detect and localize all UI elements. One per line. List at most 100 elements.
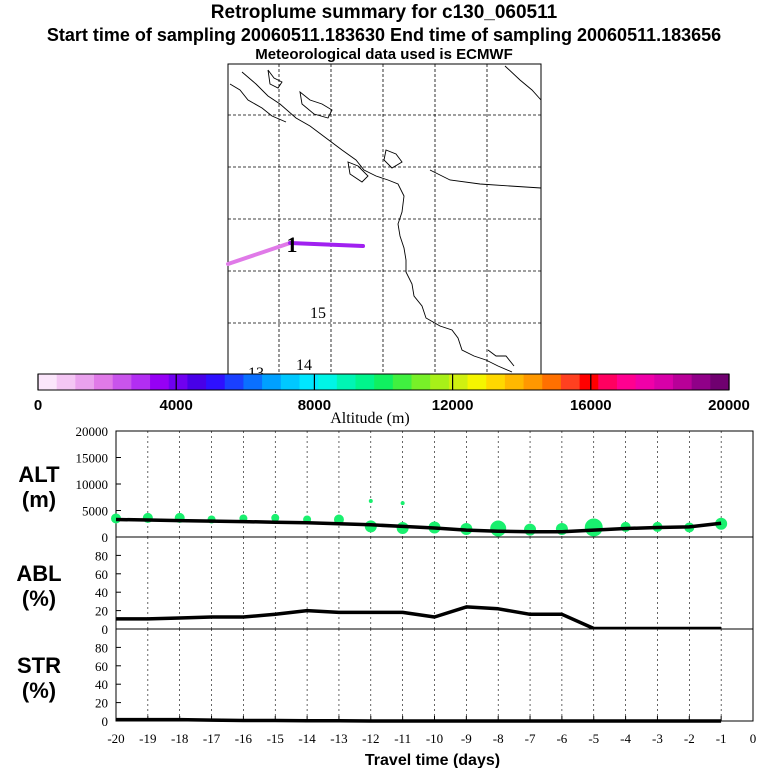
y-tick-label: 40 [95,677,108,692]
x-tick-label: -16 [235,731,253,746]
colorbar-cell [94,374,114,390]
x-tick-label: -13 [330,731,347,746]
colorbar-tick-label: 4000 [160,397,193,414]
panel-alt: 0 5000 10000 15000 20000 ALT(m) [18,424,754,545]
colorbar-tick-label: 16000 [570,397,612,414]
y-tick-label: 20 [95,604,108,619]
colorbar-cell [598,374,618,390]
plume-path-mid [288,241,365,248]
colorbar-cell [691,374,711,390]
colorbar-cell [262,374,282,390]
map-panel: 15 14 13 1 [226,63,542,382]
colorbar-cell [579,374,599,390]
colorbar-cell [504,374,525,390]
colorbar-cell [318,374,338,390]
x-tick-label: -9 [461,731,472,746]
colorbar-cell [224,374,245,390]
y-tick-label: 5000 [82,504,108,519]
y-tick-label: 15000 [76,451,109,466]
map-gridlines [228,64,541,374]
altitude-dot [271,513,280,522]
y-tick-label: 20000 [76,424,109,439]
colorbar-cell [710,374,730,390]
x-tick-label: -7 [525,731,536,746]
colorbar-cell [616,374,637,390]
contour-label-14: 14 [296,357,312,374]
altitude-dot [400,501,405,506]
x-tick-label: -2 [684,731,695,746]
panel-ylabel: (m) [22,487,56,512]
colorbar-cell [280,374,301,390]
x-tick-label: -19 [139,731,156,746]
panel-ylabel: ALT [18,462,60,487]
colorbar-tick-label: 8000 [298,397,331,414]
x-tick-label: -5 [588,731,599,746]
colorbar-cell [38,374,58,390]
colorbar-cell [467,374,487,390]
panel-ylabel: STR [17,653,61,678]
colorbar-cell [411,374,431,390]
panel-abl: 0 20 40 60 80 ABL(%) [16,536,754,637]
y-tick-label: 60 [95,659,108,674]
series-line-alt [115,517,722,534]
colorbar-cell [299,374,319,390]
x-tick-label: -10 [426,731,443,746]
y-tick-label: 20 [95,696,108,711]
colorbar-cell [187,374,207,390]
colorbar-title: Altitude (m) [330,410,410,427]
y-tick-label: 40 [95,585,108,600]
met-data-note: Meteorological data used is ECMWF [255,46,513,63]
y-tick-label: 0 [102,530,109,545]
panel-ylabel: (%) [22,678,56,703]
x-tick-label: -11 [394,731,411,746]
colorbar-cell [355,374,375,390]
colorbar-cell [542,374,562,390]
colorbar-cell [206,374,226,390]
contour-label-15: 15 [310,305,326,322]
chart-title: Retroplume summary for c130_060511 [210,2,558,23]
colorbar-cell [336,374,357,390]
plume-path-low [226,241,292,266]
colorbar-tick-label: 20000 [708,397,750,414]
altitude-dot [524,523,537,536]
colorbar-cell [75,374,95,390]
x-tick-label: -14 [298,731,316,746]
x-tick-label: -20 [107,731,124,746]
colorbar-cell [150,374,170,390]
x-tick-label: 0 [750,731,757,746]
altitude-dot [490,520,507,537]
x-tick-label: -1 [716,731,727,746]
x-tick-label: -6 [556,731,567,746]
y-tick-label: 0 [102,714,109,729]
series-line-str [116,717,722,723]
panel-ylabel: (%) [22,586,56,611]
x-tick-label: -8 [493,731,504,746]
time-series-panels: 05000100001500020000ALT(m)020406080ABL(%… [16,424,756,768]
colorbar-cell [243,374,263,390]
x-tick-label: -18 [171,731,188,746]
y-tick-label: 80 [95,548,108,563]
coastline [229,65,542,373]
x-axis-label: Travel time (days) [365,752,500,768]
sampling-times: Start time of sampling 20060511.183630 E… [46,25,722,45]
x-tick-label: -3 [652,731,663,746]
y-tick-label: 80 [95,640,108,655]
altitude-colorbar: 0 4000 8000 12000 16000 20000 Altitude (m) [34,373,750,427]
y-tick-label: 0 [102,622,109,637]
colorbar-cell [654,374,674,390]
colorbar-cell [112,374,132,390]
colorbar-cell [448,374,469,390]
colorbar-cell [430,374,450,390]
colorbar-cell [392,374,413,390]
colorbar-cell [486,374,506,390]
colorbar-cell [672,374,693,390]
x-tick-label: -12 [362,731,379,746]
x-tick-label: -17 [203,731,221,746]
colorbar-cell [374,374,394,390]
altitude-dot [584,518,603,537]
y-tick-label: 10000 [76,477,109,492]
colorbar-cell [523,374,543,390]
colorbar-tick-label: 12000 [432,397,474,414]
